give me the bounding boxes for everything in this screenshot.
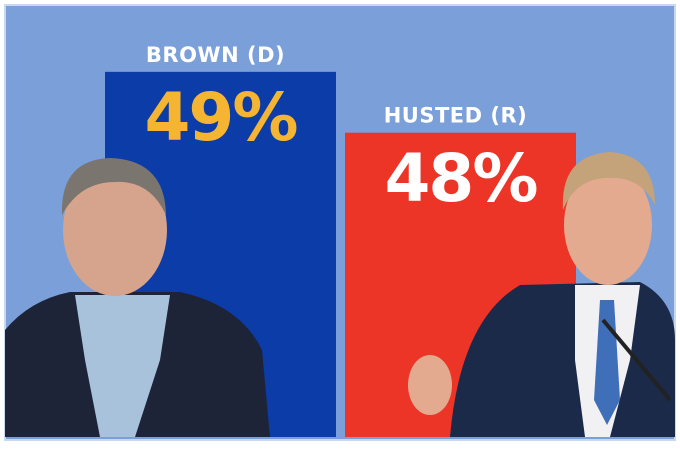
photo-right [408, 152, 675, 437]
labels: BROWN (D) 49% HUSTED (R) 48% [145, 43, 540, 217]
category-label: BROWN (D) [146, 43, 285, 67]
photo-left [5, 158, 270, 437]
value-label: 49% [145, 79, 298, 156]
value-label: 48% [385, 140, 538, 217]
category-label: HUSTED (R) [384, 104, 528, 128]
